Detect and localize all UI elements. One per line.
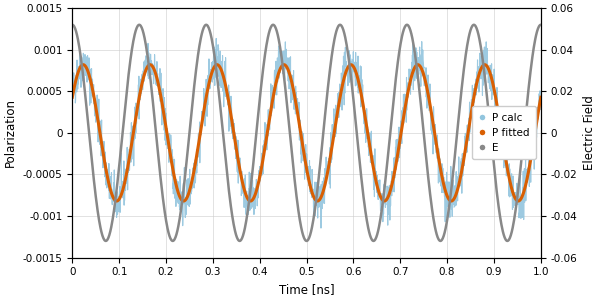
P fitted [69, 95, 76, 99]
P calc [524, 172, 531, 176]
X-axis label: Time [ns]: Time [ns] [279, 283, 334, 296]
E [116, 155, 124, 158]
Y-axis label: Electric Field: Electric Field [583, 95, 596, 170]
P fitted [391, 168, 398, 172]
Line: P calc: P calc [73, 38, 541, 228]
P calc [297, 136, 304, 140]
Line: E: E [73, 25, 541, 241]
P calc [524, 178, 531, 181]
E [275, 37, 282, 41]
E [443, 222, 450, 225]
P fitted [259, 162, 266, 166]
Line: P fitted: P fitted [73, 65, 541, 201]
Y-axis label: Polarization: Polarization [4, 98, 17, 167]
E [437, 239, 444, 243]
P fitted [247, 199, 254, 203]
P calc [212, 37, 220, 40]
P calc [317, 226, 325, 230]
P fitted [443, 194, 451, 197]
P fitted [347, 63, 355, 67]
Legend: P calc, P fitted, E: P calc, P fitted, E [472, 106, 536, 159]
P fitted [435, 156, 442, 160]
E [537, 23, 544, 27]
P calc [284, 56, 292, 59]
E [434, 236, 441, 239]
E [69, 23, 76, 27]
P fitted [116, 196, 124, 199]
E [258, 79, 265, 82]
E [391, 93, 398, 97]
P fitted [537, 95, 544, 99]
P calc [438, 191, 445, 194]
P fitted [275, 70, 283, 74]
P calc [537, 103, 544, 107]
P calc [92, 112, 100, 115]
P calc [69, 90, 76, 94]
